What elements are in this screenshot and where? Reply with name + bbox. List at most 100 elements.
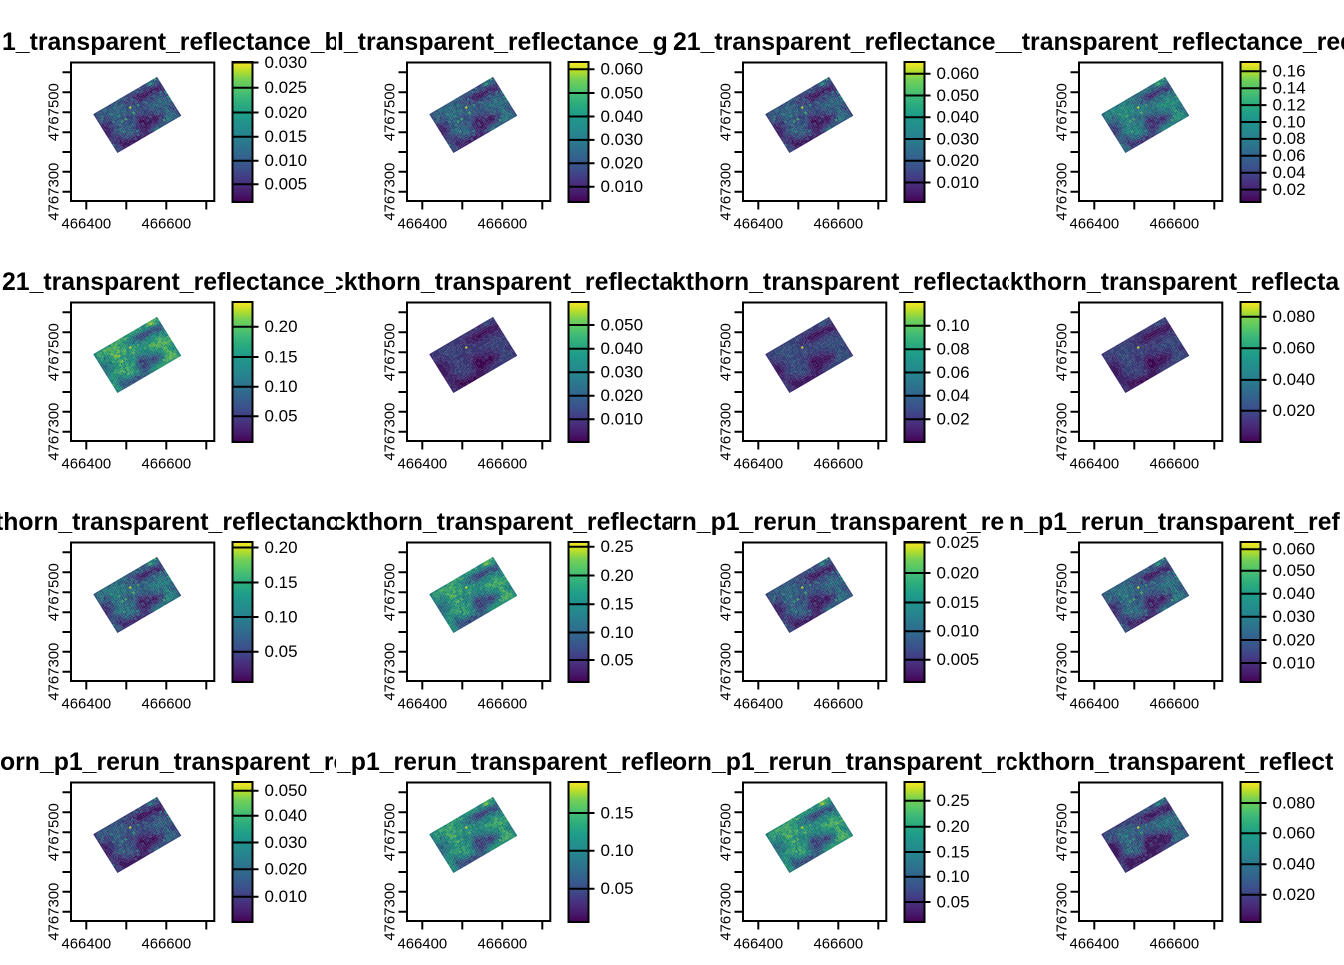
svg-text:0.10: 0.10 xyxy=(937,316,970,335)
svg-text:0.05: 0.05 xyxy=(265,407,298,426)
svg-text:466400: 466400 xyxy=(61,937,111,953)
svg-text:466600: 466600 xyxy=(141,457,191,473)
svg-text:0.25: 0.25 xyxy=(601,537,634,556)
svg-text:466400: 466400 xyxy=(397,697,447,713)
svg-text:0.020: 0.020 xyxy=(265,103,308,122)
svg-text:466600: 466600 xyxy=(1149,217,1199,233)
svg-text:0.020: 0.020 xyxy=(1273,885,1316,904)
svg-text:466400: 466400 xyxy=(733,937,783,953)
svg-text:0.040: 0.040 xyxy=(1273,584,1316,603)
svg-text:4767500: 4767500 xyxy=(47,803,63,861)
svg-text:0.080: 0.080 xyxy=(1273,793,1316,812)
svg-text:466400: 466400 xyxy=(1069,457,1119,473)
svg-text:4767300: 4767300 xyxy=(383,883,399,941)
svg-text:0.030: 0.030 xyxy=(265,833,308,852)
svg-text:4767500: 4767500 xyxy=(1055,803,1071,861)
svg-text:0.05: 0.05 xyxy=(601,879,634,898)
svg-text:0.15: 0.15 xyxy=(601,595,634,614)
svg-text:0.02: 0.02 xyxy=(1273,180,1306,199)
svg-text:4767300: 4767300 xyxy=(719,883,735,941)
svg-text:0.015: 0.015 xyxy=(265,127,308,146)
svg-text:0.20: 0.20 xyxy=(265,538,298,557)
svg-text:4767500: 4767500 xyxy=(383,803,399,861)
svg-text:0.010: 0.010 xyxy=(937,173,980,192)
svg-text:4767500: 4767500 xyxy=(383,563,399,621)
svg-text:4767500: 4767500 xyxy=(719,323,735,381)
svg-text:466400: 466400 xyxy=(733,697,783,713)
svg-text:0.25: 0.25 xyxy=(937,791,970,810)
svg-text:466600: 466600 xyxy=(477,937,527,953)
svg-text:4767300: 4767300 xyxy=(383,643,399,701)
svg-text:0.05: 0.05 xyxy=(937,892,970,911)
svg-text:0.10: 0.10 xyxy=(265,607,298,626)
svg-text:466400: 466400 xyxy=(1069,937,1119,953)
svg-text:4767500: 4767500 xyxy=(47,563,63,621)
svg-text:21_transparent_reflectance_: 21_transparent_reflectance_ xyxy=(673,29,1011,56)
svg-text:466600: 466600 xyxy=(477,217,527,233)
svg-text:0.12: 0.12 xyxy=(1273,95,1306,114)
svg-text:0.010: 0.010 xyxy=(937,622,980,641)
svg-text:4767300: 4767300 xyxy=(47,403,63,461)
svg-text:466600: 466600 xyxy=(141,217,191,233)
svg-text:ckthorn_transparent_reflecta: ckthorn_transparent_reflecta xyxy=(996,269,1339,296)
svg-text:466600: 466600 xyxy=(141,937,191,953)
svg-text:0.050: 0.050 xyxy=(601,83,644,102)
svg-text:4767300: 4767300 xyxy=(47,883,63,941)
svg-text:ckthorn_transparent_reflecta: ckthorn_transparent_reflecta xyxy=(332,509,675,536)
svg-text:0.010: 0.010 xyxy=(265,887,308,906)
svg-text:0.040: 0.040 xyxy=(937,108,980,127)
svg-text:466600: 466600 xyxy=(1149,697,1199,713)
svg-text:0.030: 0.030 xyxy=(265,53,308,72)
svg-text:0.06: 0.06 xyxy=(1273,146,1306,165)
svg-text:4767300: 4767300 xyxy=(719,643,735,701)
svg-text:0.14: 0.14 xyxy=(1273,79,1306,98)
svg-text:4767500: 4767500 xyxy=(383,323,399,381)
svg-text:0.060: 0.060 xyxy=(1273,339,1316,358)
svg-text:0.16: 0.16 xyxy=(1273,62,1306,81)
svg-text:0.030: 0.030 xyxy=(1273,607,1316,626)
svg-text:466600: 466600 xyxy=(813,937,863,953)
svg-text:0.050: 0.050 xyxy=(601,315,644,334)
svg-text:0.005: 0.005 xyxy=(937,650,980,669)
svg-text:0.020: 0.020 xyxy=(1273,630,1316,649)
svg-text:orn_p1_rerun_transparent_re: orn_p1_rerun_transparent_re xyxy=(672,749,1019,776)
svg-text:466400: 466400 xyxy=(61,697,111,713)
svg-text:0.15: 0.15 xyxy=(601,803,634,822)
svg-text:orn_p1_rerun_transparent_re: orn_p1_rerun_transparent_re xyxy=(0,749,347,776)
svg-text:0.020: 0.020 xyxy=(601,154,644,173)
svg-text:0.040: 0.040 xyxy=(601,107,644,126)
svg-text:0.050: 0.050 xyxy=(1273,561,1316,580)
svg-text:0.060: 0.060 xyxy=(1273,824,1316,843)
svg-text:466400: 466400 xyxy=(61,217,111,233)
svg-text:466400: 466400 xyxy=(1069,217,1119,233)
svg-text:ckthorn_transparent_reflecta: ckthorn_transparent_reflecta xyxy=(330,269,673,296)
svg-text:0.030: 0.030 xyxy=(937,129,980,148)
svg-text:4767500: 4767500 xyxy=(719,803,735,861)
svg-text:4767500: 4767500 xyxy=(47,83,63,141)
svg-text:0.05: 0.05 xyxy=(601,650,634,669)
svg-text:0.025: 0.025 xyxy=(937,533,980,552)
svg-text:0.10: 0.10 xyxy=(601,623,634,642)
svg-text:4767300: 4767300 xyxy=(1055,163,1071,221)
svg-text:0.060: 0.060 xyxy=(937,64,980,83)
svg-text:0.10: 0.10 xyxy=(1273,112,1306,131)
svg-text:0.015: 0.015 xyxy=(937,593,980,612)
svg-text:0.040: 0.040 xyxy=(1273,370,1316,389)
svg-text:0.010: 0.010 xyxy=(601,177,644,196)
svg-text:0.010: 0.010 xyxy=(601,410,644,429)
svg-text:466600: 466600 xyxy=(813,697,863,713)
svg-text:4767500: 4767500 xyxy=(719,563,735,621)
svg-text:466400: 466400 xyxy=(61,457,111,473)
svg-text:0.020: 0.020 xyxy=(265,860,308,879)
svg-text:0.030: 0.030 xyxy=(601,130,644,149)
svg-text:0.10: 0.10 xyxy=(937,867,970,886)
svg-text:0.050: 0.050 xyxy=(937,86,980,105)
svg-text:0.040: 0.040 xyxy=(265,806,308,825)
svg-text:1_transparent_reflectance_bl: 1_transparent_reflectance_bl xyxy=(2,29,347,56)
svg-text:4767500: 4767500 xyxy=(47,323,63,381)
svg-text:0.020: 0.020 xyxy=(937,151,980,170)
svg-text:0.060: 0.060 xyxy=(601,60,644,79)
svg-text:rn_p1_rerun_transparent_re: rn_p1_rerun_transparent_re xyxy=(672,509,1004,536)
svg-text:0.10: 0.10 xyxy=(601,841,634,860)
svg-text:4767300: 4767300 xyxy=(1055,883,1071,941)
